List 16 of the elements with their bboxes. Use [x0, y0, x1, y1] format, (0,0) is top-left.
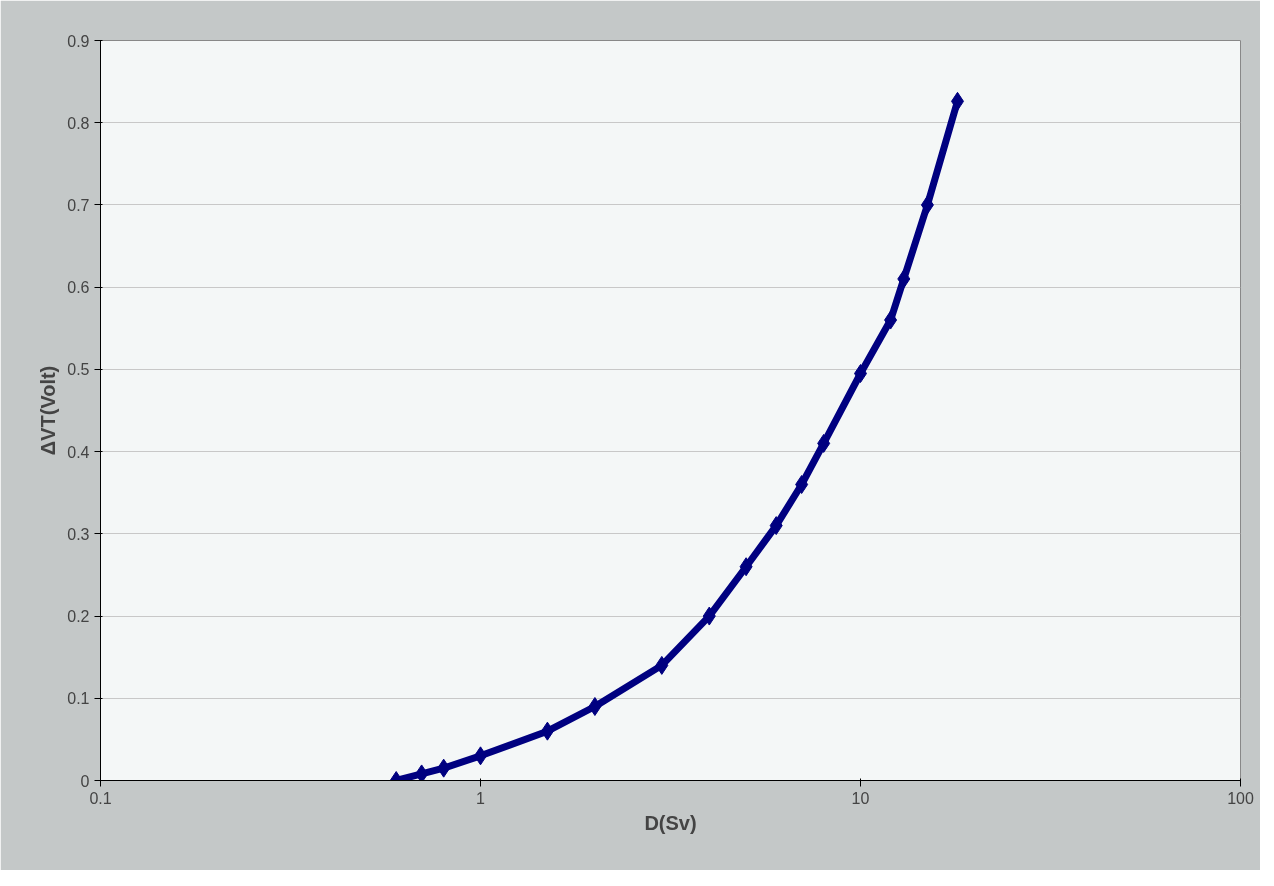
y-axis-title: ΔVT(Volt): [37, 365, 60, 456]
x-tick-label: 100: [1227, 789, 1254, 807]
y-tick-label: 0.7: [67, 196, 90, 214]
x-tick-label: 0.1: [89, 789, 112, 807]
y-tick-label: 0.4: [67, 443, 90, 461]
y-tick-label: 0.3: [67, 525, 90, 543]
x-axis-title: D(Sv): [644, 811, 697, 834]
y-tick-label: 0.2: [67, 608, 90, 626]
y-tick-label: 0.1: [67, 690, 90, 708]
y-tick-label: 0.9: [67, 32, 90, 50]
y-tick-label: 0.6: [67, 279, 90, 297]
y-tick-label: 0.5: [67, 361, 90, 379]
y-tick-label: 0.8: [67, 114, 90, 132]
y-tick-label: 0: [80, 772, 90, 790]
x-tick-label: 10: [851, 789, 870, 807]
x-tick-label: 1: [476, 789, 486, 807]
